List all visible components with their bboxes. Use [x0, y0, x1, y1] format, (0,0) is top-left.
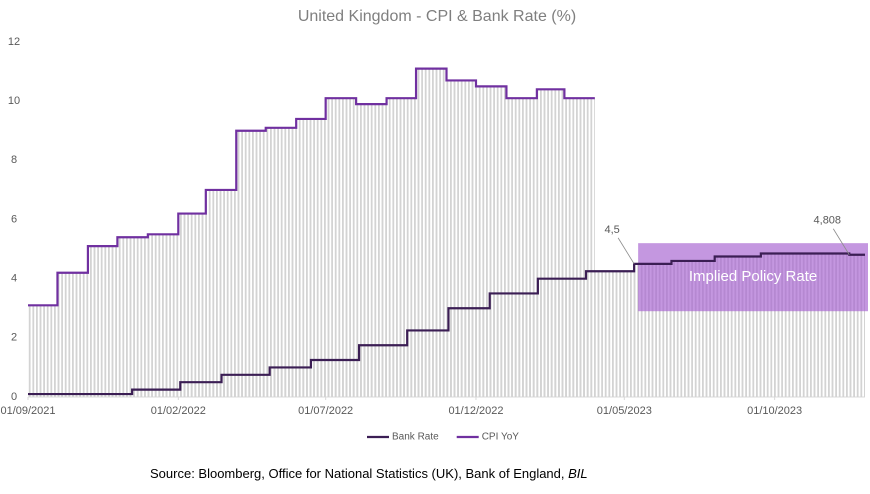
- y-tick-label: 2: [11, 332, 17, 344]
- legend-label: CPI YoY: [482, 432, 520, 443]
- x-tick-label: 01/10/2023: [747, 405, 802, 417]
- y-tick-label: 0: [11, 391, 17, 403]
- area-hatch: [28, 68, 595, 397]
- y-tick-label: 4: [11, 273, 17, 285]
- leader: [617, 237, 635, 265]
- annotation: Implied Policy Rate: [689, 268, 817, 285]
- data-label: 4,5: [604, 224, 619, 236]
- legend-label: Bank Rate: [392, 432, 439, 443]
- leader: [832, 228, 850, 255]
- x-tick-label: 01/02/2022: [151, 405, 206, 417]
- x-tick-label: 01/09/2021: [0, 405, 55, 417]
- chart-title: United Kingdom - CPI & Bank Rate (%): [298, 8, 576, 25]
- line: [28, 252, 865, 396]
- y-tick-label: 10: [8, 95, 20, 107]
- x-tick-label: 01/07/2022: [298, 405, 353, 417]
- source-text: Source: Bloomberg, Office for National S…: [150, 466, 565, 481]
- x-tick-label: 01/05/2023: [597, 405, 652, 417]
- source-italic: BIL: [568, 466, 588, 481]
- x-tick-label: 01/12/2022: [448, 405, 503, 417]
- source: Source: Bloomberg, Office for National S…: [150, 466, 588, 481]
- data-label: 4,808: [814, 215, 842, 227]
- y-tick-label: 6: [11, 213, 17, 225]
- y-tick-label: 8: [11, 154, 17, 166]
- line: [28, 67, 595, 307]
- y-tick-label: 12: [8, 36, 20, 48]
